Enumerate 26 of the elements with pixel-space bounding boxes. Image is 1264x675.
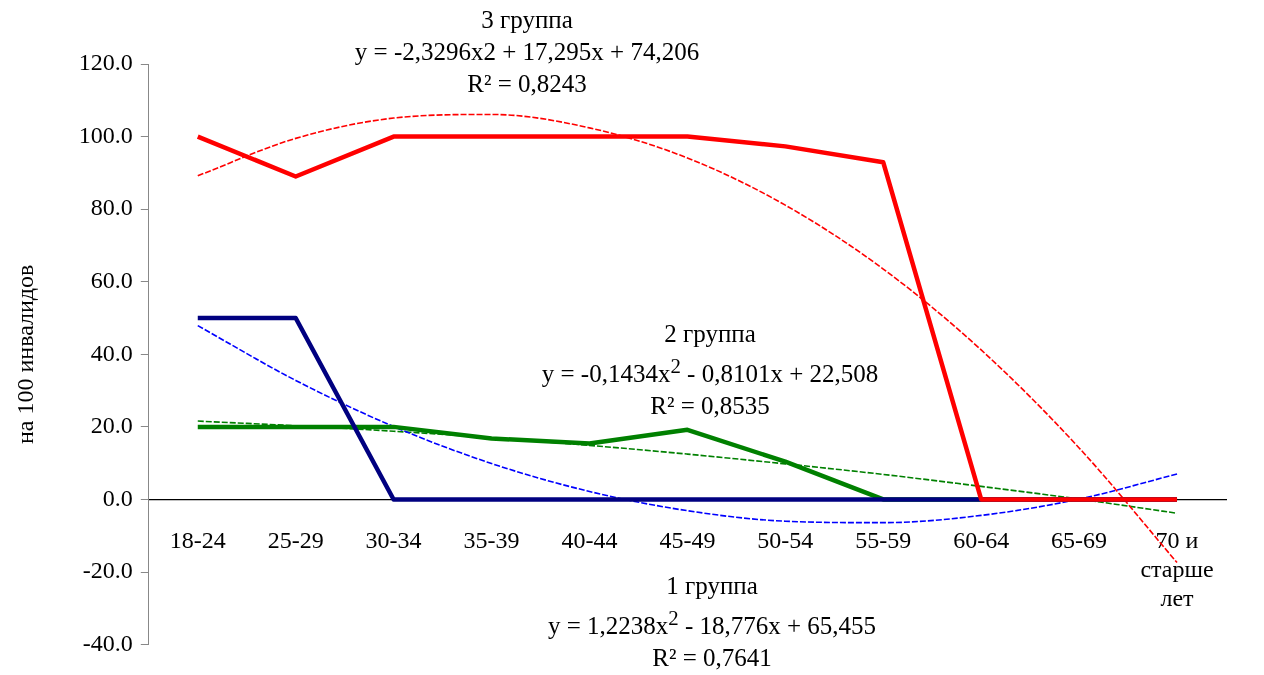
x-tick-label: 70 и старше лет <box>1140 527 1214 611</box>
annotation: 3 группа y = -2,3296x2 + 17,295x + 74,206 R² = 0,8243 <box>353 5 701 99</box>
y-tick-label: 0.0 <box>102 484 133 511</box>
x-tick-label: 40-44 <box>561 527 618 554</box>
x-tick-label: 50-54 <box>757 527 814 554</box>
y-axis-title: на 100 инвалидов <box>11 264 38 445</box>
x-tick-label: 35-39 <box>463 527 520 554</box>
y-tick-label: 100.0 <box>78 121 133 148</box>
annotation: 2 группа y = -0,1434x$^{2}$ - 0,8101x + 22,508 R² = 0,8535 <box>540 319 880 422</box>
y-tick-label: 20.0 <box>90 412 133 439</box>
y-tick-label: 40.0 <box>90 339 133 366</box>
line-series <box>196 324 1178 524</box>
x-tick-label: 18-24 <box>169 527 226 554</box>
line-series <box>196 420 1178 515</box>
x-tick-label: 25-29 <box>267 527 324 554</box>
x-tick-label: 60-64 <box>953 527 1010 554</box>
x-tick-label: 65-69 <box>1051 527 1108 554</box>
y-tick-label: -40.0 <box>82 629 133 656</box>
y-tick-label: -20.0 <box>82 557 133 584</box>
x-tick-label: 30-34 <box>365 527 422 554</box>
y-tick-label: 120.0 <box>78 49 133 76</box>
x-tick-label: 45-49 <box>659 527 716 554</box>
annotation: 1 группа y = 1,2238x$^{2}$ - 18,776x + 65,455 R² = 0,7641 <box>546 571 878 674</box>
x-tick-label: 55-59 <box>855 527 912 554</box>
y-tick-label: 80.0 <box>90 194 133 221</box>
y-tick-label: 60.0 <box>90 267 133 294</box>
